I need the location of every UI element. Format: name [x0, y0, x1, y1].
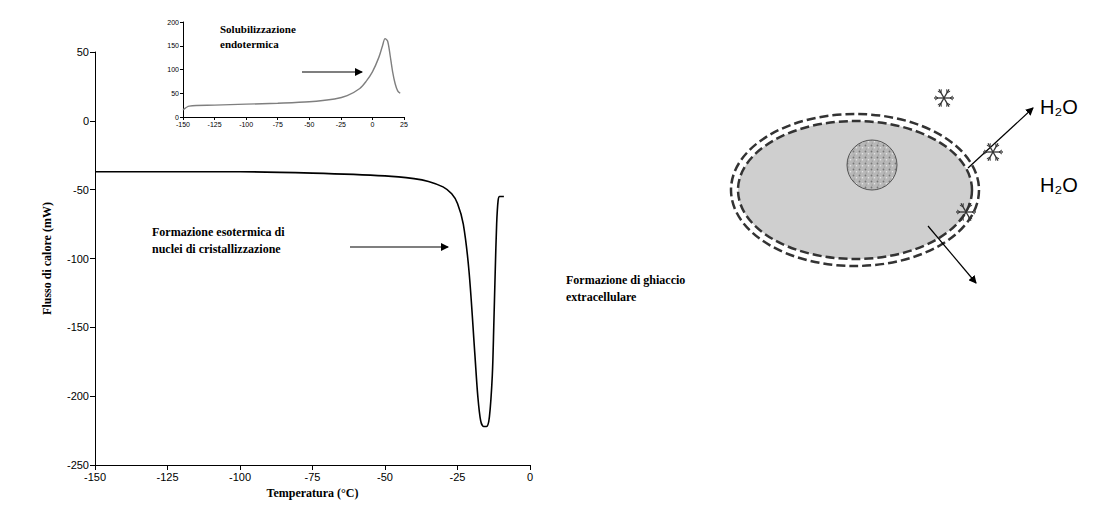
svg-text:-25: -25	[336, 121, 346, 128]
svg-text:-50: -50	[377, 471, 393, 483]
svg-text:-100: -100	[239, 121, 253, 128]
svg-text:-250: -250	[67, 459, 89, 471]
svg-text:50: 50	[77, 46, 89, 58]
svg-text:0: 0	[175, 114, 179, 121]
svg-text:-75: -75	[305, 471, 321, 483]
svg-text:H₂O: H₂O	[1040, 96, 1078, 118]
svg-text:-100: -100	[67, 253, 89, 265]
svg-text:-25: -25	[450, 471, 466, 483]
svg-text:100: 100	[167, 66, 179, 73]
svg-text:50: 50	[171, 90, 179, 97]
svg-text:-100: -100	[229, 471, 251, 483]
svg-text:-50: -50	[73, 184, 89, 196]
svg-text:-125: -125	[208, 121, 222, 128]
svg-text:Formazione di ghiaccioextracel: Formazione di ghiaccioextracellulare	[566, 273, 685, 304]
svg-text:25: 25	[400, 121, 408, 128]
svg-text:0: 0	[370, 121, 374, 128]
svg-text:Flusso di calore (mW): Flusso di calore (mW)	[40, 202, 54, 315]
svg-text:Temperatura (°C): Temperatura (°C)	[266, 486, 358, 500]
svg-text:H₂O: H₂O	[1040, 174, 1078, 196]
svg-text:-150: -150	[176, 121, 190, 128]
svg-text:Formazione esotermica dinuclei: Formazione esotermica dinuclei di crista…	[152, 225, 285, 256]
svg-text:-125: -125	[156, 471, 178, 483]
svg-text:Solubilizzazioneendotermica: Solubilizzazioneendotermica	[220, 23, 296, 50]
svg-text:-150: -150	[84, 471, 106, 483]
svg-text:150: 150	[167, 42, 179, 49]
svg-text:0: 0	[527, 471, 533, 483]
svg-text:-50: -50	[304, 121, 314, 128]
svg-text:-75: -75	[273, 121, 283, 128]
svg-text:0: 0	[83, 115, 89, 127]
svg-text:-150: -150	[67, 321, 89, 333]
svg-text:200: 200	[167, 19, 179, 26]
svg-text:-200: -200	[67, 390, 89, 402]
